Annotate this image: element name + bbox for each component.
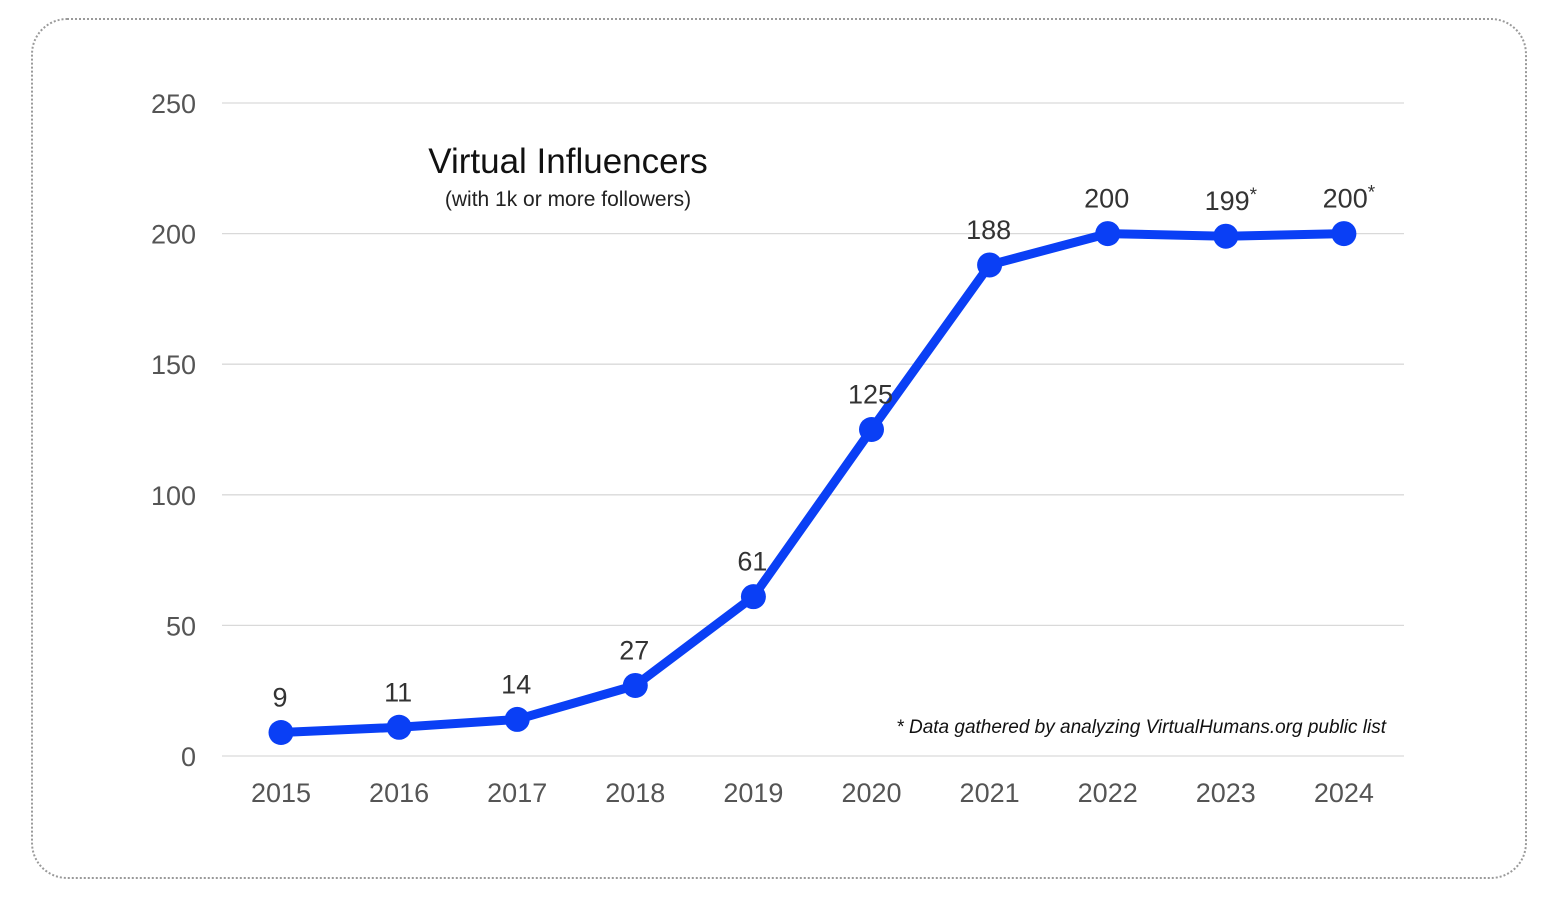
x-tick-label-2019: 2019	[723, 778, 783, 808]
x-tick-label-2018: 2018	[605, 778, 665, 808]
chart-subtitle: (with 1k or more followers)	[445, 188, 691, 211]
x-tick-label-2015: 2015	[251, 778, 311, 808]
data-label-2020: 125	[848, 380, 893, 410]
data-label-2021: 188	[966, 215, 1011, 245]
data-label-2022: 200	[1084, 184, 1129, 214]
data-label-2018: 27	[619, 635, 649, 665]
y-tick-label-250: 250	[151, 89, 196, 119]
y-tick-label-50: 50	[166, 611, 196, 641]
x-tick-label-2024: 2024	[1314, 778, 1374, 808]
x-axis-ticks: 2015 2016 2017 2018 2019 2020 2021 2022 2023 2024	[251, 778, 1374, 808]
data-label-2017: 14	[501, 669, 531, 699]
data-point-2022	[1095, 221, 1121, 247]
y-tick-label-150: 150	[151, 350, 196, 380]
data-point-2018	[622, 672, 648, 698]
data-label-2016: 11	[384, 677, 412, 707]
chart-title: Virtual Influencers	[428, 142, 708, 181]
x-tick-label-2017: 2017	[487, 778, 547, 808]
x-tick-label-2022: 2022	[1078, 778, 1138, 808]
y-tick-label-100: 100	[151, 481, 196, 511]
data-point-2024	[1331, 221, 1357, 247]
data-label-2023: 199*	[1205, 185, 1258, 216]
data-label-2024: 200*	[1323, 183, 1376, 214]
x-tick-label-2021: 2021	[960, 778, 1020, 808]
data-labels: 9 11 14 27 61 125 188 200 199* 200*	[272, 183, 1375, 713]
data-point-2019	[740, 584, 766, 610]
x-tick-label-2023: 2023	[1196, 778, 1256, 808]
data-label-2019: 61	[737, 547, 767, 577]
series-line-group	[268, 221, 1357, 745]
x-tick-label-2020: 2020	[841, 778, 901, 808]
x-tick-label-2016: 2016	[369, 778, 429, 808]
data-point-2015	[268, 719, 294, 745]
y-tick-label-0: 0	[181, 742, 196, 772]
data-label-2015: 9	[272, 682, 287, 712]
data-point-2016	[386, 714, 412, 740]
y-axis-ticks: 0 50 100 150 200 250	[151, 89, 196, 772]
y-tick-label-200: 200	[151, 220, 196, 250]
source-annotation: * Data gathered by analyzing VirtualHuma…	[896, 717, 1386, 738]
data-point-2021	[977, 252, 1003, 278]
data-point-2017	[504, 706, 530, 732]
chart-frame	[31, 18, 1527, 879]
data-point-2020	[859, 417, 884, 442]
data-point-2023	[1213, 223, 1239, 249]
series-line	[276, 229, 1349, 737]
